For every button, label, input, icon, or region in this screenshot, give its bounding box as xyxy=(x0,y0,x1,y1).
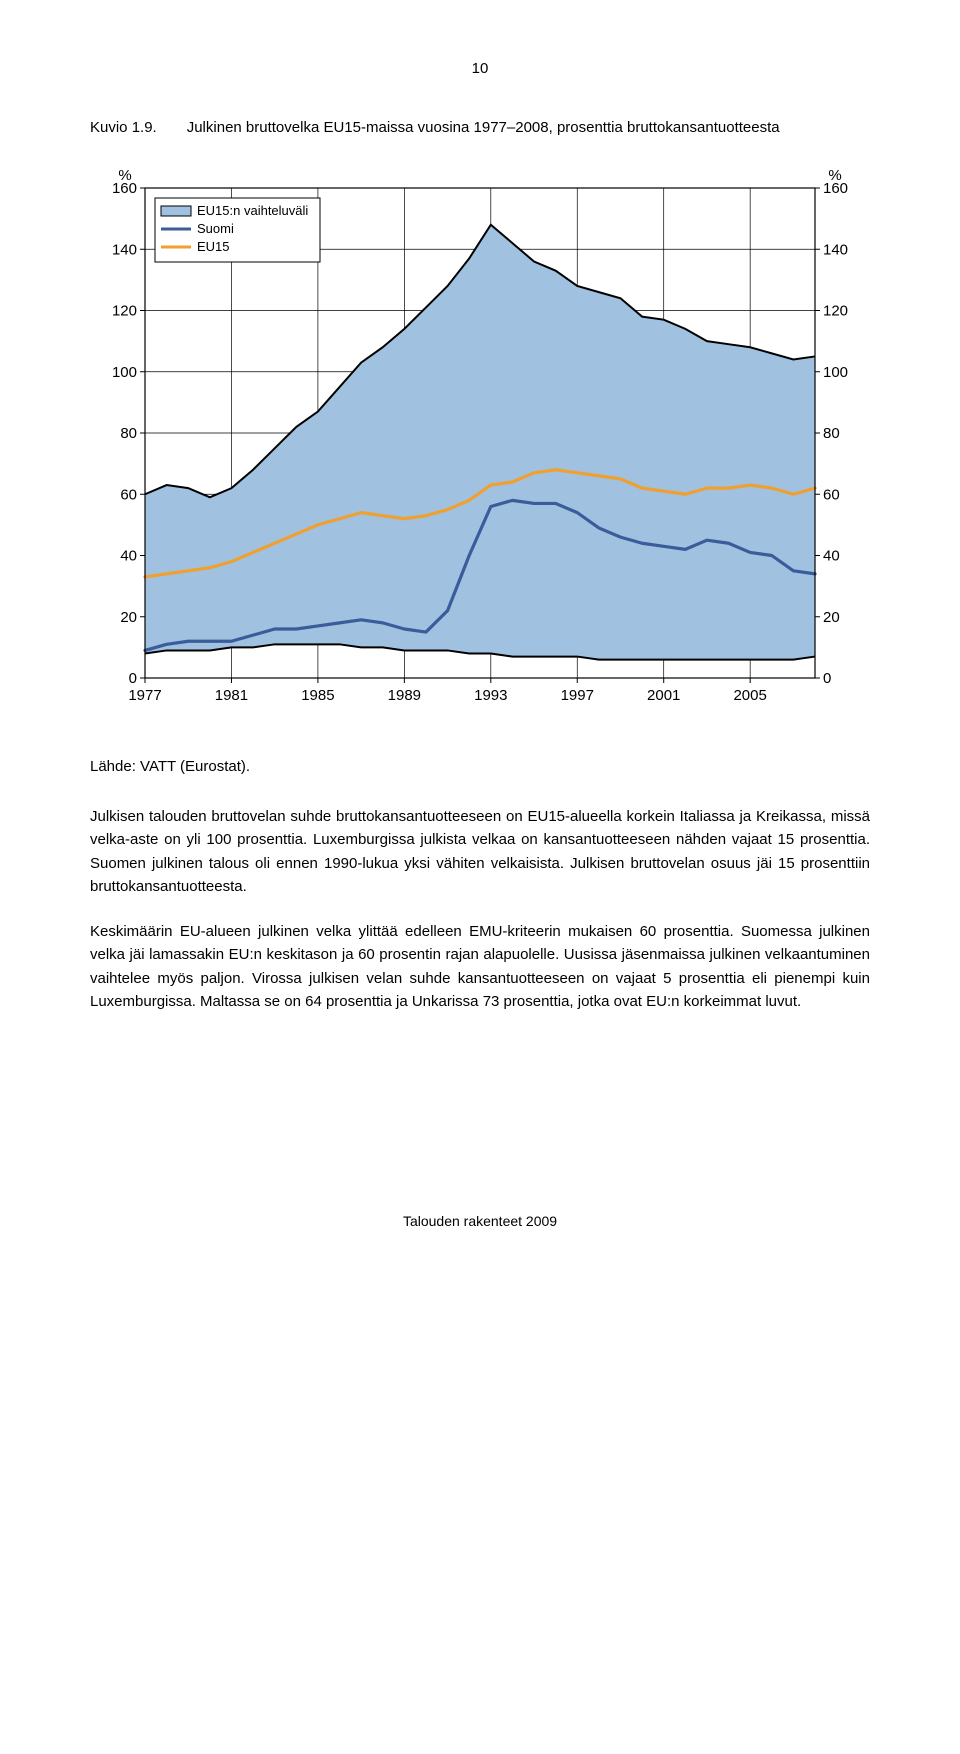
svg-text:%: % xyxy=(118,167,131,184)
svg-text:20: 20 xyxy=(823,609,840,626)
svg-text:100: 100 xyxy=(112,364,137,381)
svg-text:40: 40 xyxy=(823,548,840,565)
svg-text:2001: 2001 xyxy=(647,687,680,704)
figure-title: Julkinen bruttovelka EU15-maissa vuosina… xyxy=(187,117,780,138)
svg-text:1981: 1981 xyxy=(215,687,248,704)
svg-text:20: 20 xyxy=(120,609,137,626)
svg-text:EU15: EU15 xyxy=(197,239,230,254)
debt-chart: 0020204040606080801001001201201401401601… xyxy=(90,158,870,718)
footer-text: Talouden rakenteet 2009 xyxy=(90,1213,870,1229)
page-number: 10 xyxy=(90,60,870,77)
source-label: Lähde: VATT (Eurostat). xyxy=(90,758,870,775)
svg-text:80: 80 xyxy=(120,425,137,442)
svg-text:140: 140 xyxy=(112,241,137,258)
svg-text:EU15:n vaihteluväli: EU15:n vaihteluväli xyxy=(197,203,308,218)
body-paragraph-1: Julkisen talouden bruttovelan suhde brut… xyxy=(90,805,870,898)
svg-text:120: 120 xyxy=(112,303,137,320)
svg-text:1985: 1985 xyxy=(301,687,334,704)
svg-text:60: 60 xyxy=(120,486,137,503)
svg-text:Suomi: Suomi xyxy=(197,221,234,236)
figure-caption: Kuvio 1.9. Julkinen bruttovelka EU15-mai… xyxy=(90,117,870,138)
svg-text:1993: 1993 xyxy=(474,687,507,704)
svg-text:40: 40 xyxy=(120,548,137,565)
svg-text:%: % xyxy=(828,167,841,184)
body-paragraph-2: Keskimäärin EU-alueen julkinen velka yli… xyxy=(90,920,870,1013)
svg-text:60: 60 xyxy=(823,486,840,503)
svg-text:1989: 1989 xyxy=(388,687,421,704)
figure-label: Kuvio 1.9. xyxy=(90,117,157,138)
svg-text:0: 0 xyxy=(129,670,137,687)
svg-text:2005: 2005 xyxy=(733,687,766,704)
svg-text:1977: 1977 xyxy=(128,687,161,704)
svg-text:140: 140 xyxy=(823,241,848,258)
svg-text:1997: 1997 xyxy=(561,687,594,704)
svg-text:100: 100 xyxy=(823,364,848,381)
svg-text:0: 0 xyxy=(823,670,831,687)
chart-svg: 0020204040606080801001001201201401401601… xyxy=(90,158,870,718)
svg-text:80: 80 xyxy=(823,425,840,442)
svg-text:120: 120 xyxy=(823,303,848,320)
